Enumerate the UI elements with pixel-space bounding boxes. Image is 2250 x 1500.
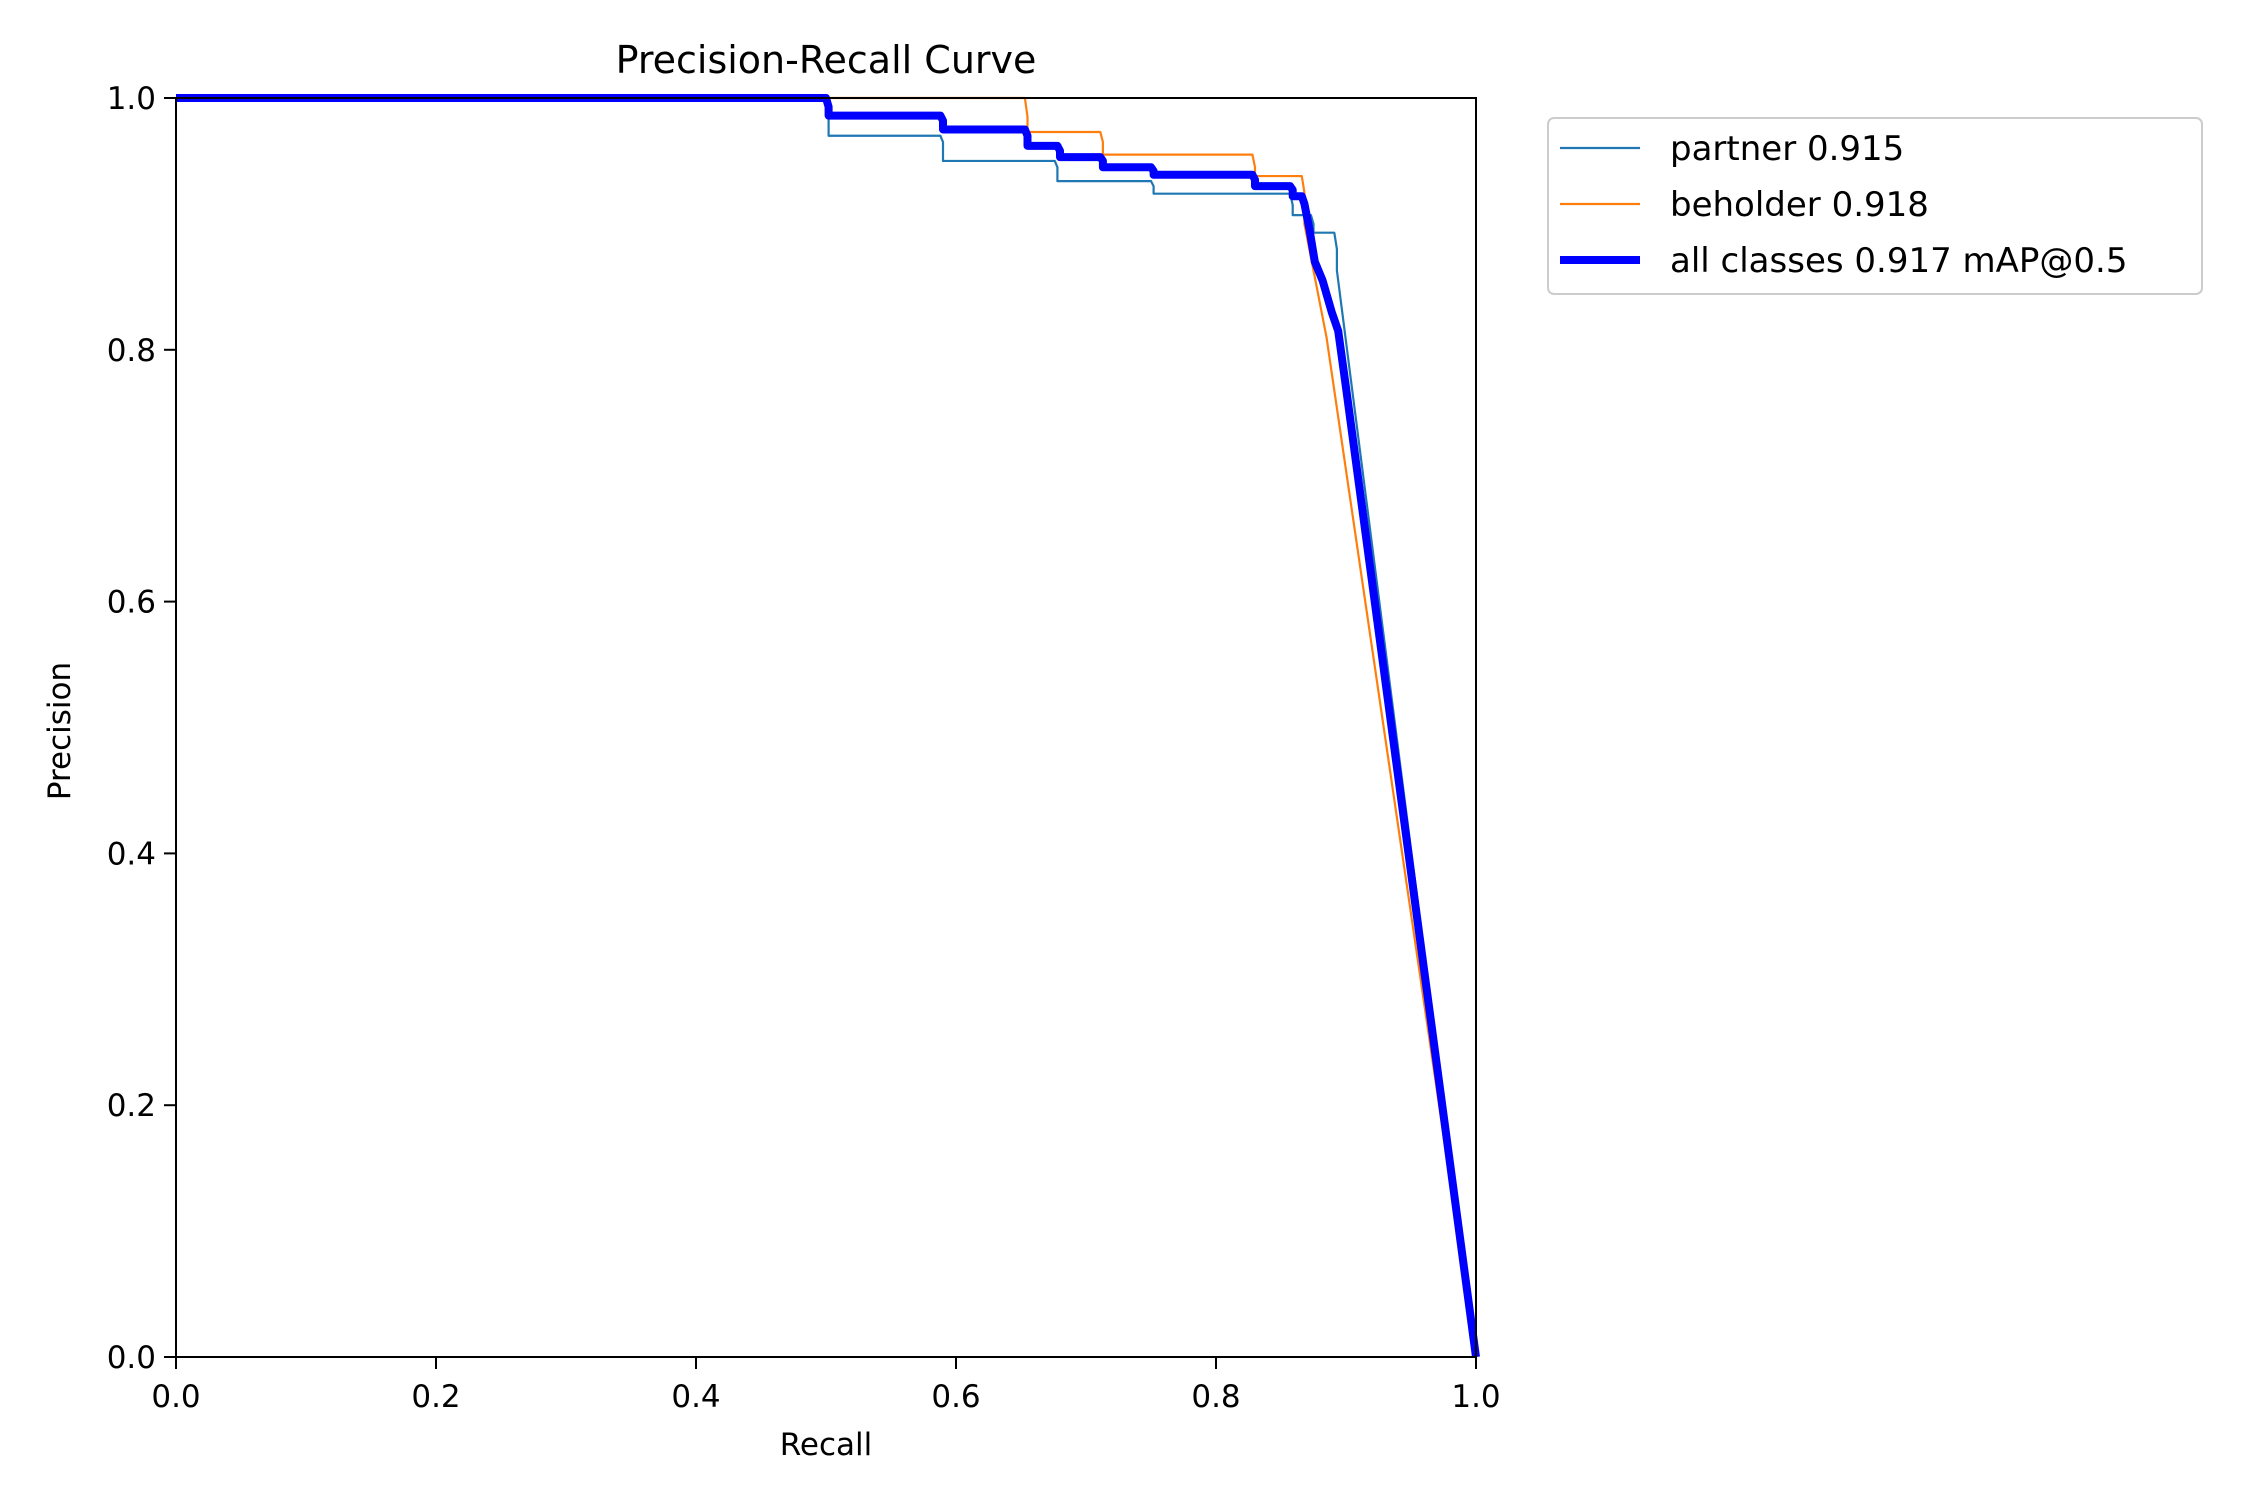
legend-label-0: partner 0.915: [1670, 129, 1904, 169]
x-tick-label: 0.4: [671, 1379, 720, 1415]
y-tick-label: 0.4: [107, 836, 156, 872]
y-axis-title: Precision: [42, 662, 78, 800]
x-tick-label: 0.0: [151, 1379, 200, 1415]
x-axis-title: Recall: [780, 1427, 873, 1463]
series-line-2: [176, 94, 1480, 1358]
y-tick-label: 0.8: [107, 333, 156, 369]
plot-area: 0.0 0.2 0.4 0.6 0.8 1.0 0.0 0.2 0.4 0.6 0.8 1.0: [107, 81, 1501, 1415]
chart-title: Precision-Recall Curve: [616, 38, 1037, 82]
legend-label-1: beholder 0.918: [1670, 185, 1929, 225]
x-tick-label: 0.2: [411, 1379, 460, 1415]
series-line-0: [176, 96, 1478, 1358]
legend: partner 0.915 beholder 0.918 all classes 0…: [1547, 117, 2203, 295]
axes-frame: [175, 97, 1477, 1358]
legend-box: [1547, 117, 2203, 295]
legend-label-2: all classes 0.917 mAP@0.5: [1670, 241, 2127, 281]
y-tick-label: 1.0: [107, 81, 156, 117]
y-tick-label: 0.0: [107, 1340, 156, 1376]
x-tick-label: 1.0: [1451, 1379, 1500, 1415]
y-tick-label: 0.2: [107, 1088, 156, 1124]
series-line-1: [176, 96, 1478, 1358]
series-lines: [176, 94, 1480, 1358]
x-tick-label: 0.8: [1191, 1379, 1240, 1415]
x-tick-label: 0.6: [931, 1379, 980, 1415]
y-tick-label: 0.6: [107, 585, 156, 621]
